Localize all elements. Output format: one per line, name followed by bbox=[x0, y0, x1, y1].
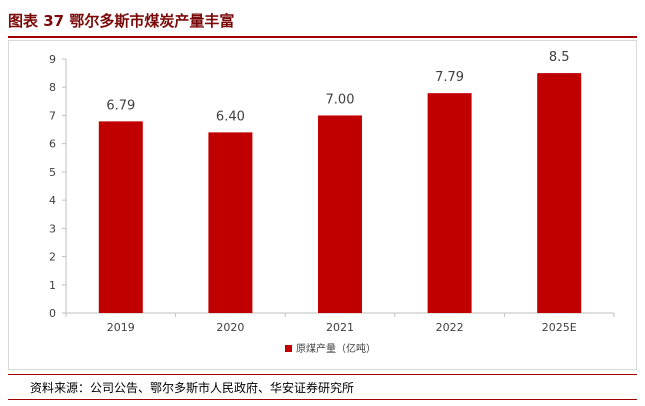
y-tick-label: 2 bbox=[49, 251, 56, 264]
data-label: 6.79 bbox=[106, 98, 135, 113]
title-rule bbox=[8, 36, 637, 38]
y-tick-label: 1 bbox=[49, 279, 56, 292]
data-label: 6.40 bbox=[216, 109, 245, 124]
legend-swatch bbox=[285, 345, 292, 352]
chart-title: 图表 37 鄂尔多斯市煤炭产量丰富 bbox=[8, 12, 235, 30]
bar bbox=[318, 115, 362, 313]
y-tick-label: 0 bbox=[49, 307, 56, 320]
data-label: 7.00 bbox=[326, 92, 355, 107]
bar bbox=[98, 121, 143, 313]
x-tick-label: 2020 bbox=[216, 321, 244, 334]
bar bbox=[427, 93, 472, 313]
y-tick-label: 4 bbox=[49, 194, 56, 207]
source-note: 资料来源：公司公告、鄂尔多斯市人民政府、华安证券研究所 bbox=[30, 381, 355, 395]
y-tick-label: 7 bbox=[49, 109, 56, 122]
legend-label: 原煤产量（亿吨） bbox=[296, 342, 376, 355]
source-rule-top bbox=[8, 374, 637, 375]
chart-frame bbox=[8, 40, 637, 370]
data-label: 8.5 bbox=[549, 50, 570, 65]
y-tick-label: 9 bbox=[49, 53, 56, 66]
data-label: 7.79 bbox=[435, 70, 464, 85]
y-tick-label: 3 bbox=[49, 222, 56, 235]
bar bbox=[208, 132, 253, 313]
source-rule-bottom bbox=[8, 399, 637, 400]
x-tick-label: 2022 bbox=[436, 321, 464, 334]
x-tick-label: 2025E bbox=[542, 321, 577, 334]
x-tick-label: 2021 bbox=[326, 321, 354, 334]
bar bbox=[537, 73, 582, 313]
y-tick-label: 5 bbox=[49, 166, 56, 179]
y-tick-label: 8 bbox=[49, 81, 56, 94]
x-tick-label: 2019 bbox=[107, 321, 135, 334]
y-tick-label: 6 bbox=[49, 138, 56, 151]
